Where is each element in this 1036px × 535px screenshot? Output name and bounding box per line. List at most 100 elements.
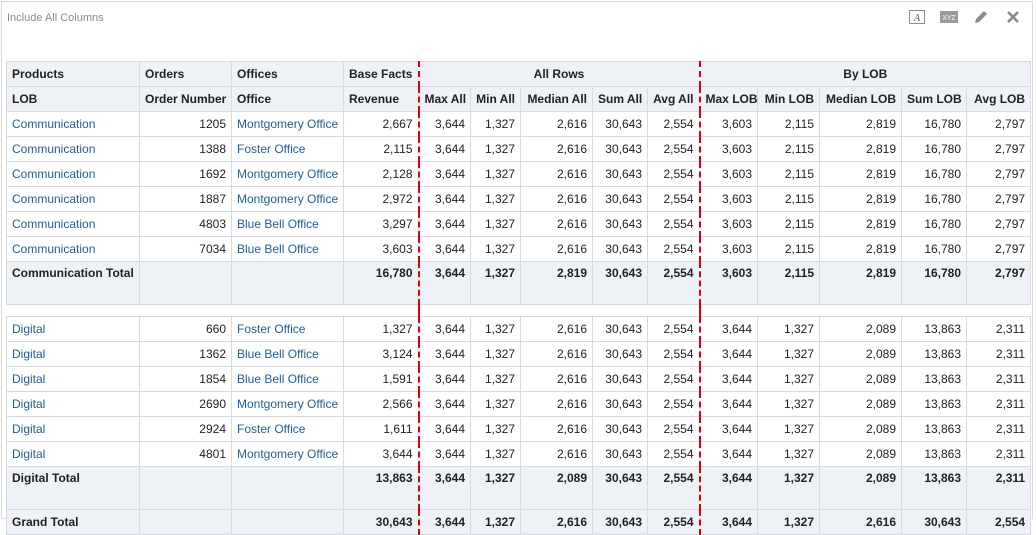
- cell-min-all: 1,327: [470, 316, 521, 342]
- column-header-median-lob[interactable]: Median LOB: [819, 86, 903, 112]
- column-header-order-number[interactable]: Order Number: [139, 86, 232, 112]
- cell-revenue: 1,327: [343, 316, 420, 342]
- spacer-cell: [231, 304, 344, 317]
- cell-office[interactable]: Blue Bell Office: [231, 211, 344, 237]
- cell-lob[interactable]: Digital: [6, 391, 140, 417]
- group-header-orders[interactable]: Orders: [139, 61, 232, 87]
- column-header-sum-lob[interactable]: Sum LOB: [901, 86, 968, 112]
- cell-avg-lob: 2,554: [966, 509, 1032, 535]
- column-header-lob[interactable]: LOB: [6, 86, 140, 112]
- column-header-min-all[interactable]: Min All: [470, 86, 521, 112]
- group-header-offices[interactable]: Offices: [231, 61, 344, 87]
- cell-min-lob: 1,327: [757, 341, 821, 367]
- group-header-products[interactable]: Products: [6, 61, 140, 87]
- cell-max-lob: 3,603: [699, 136, 759, 162]
- cell-avg-all: 2,554: [646, 391, 701, 417]
- cell-lob[interactable]: Communication: [6, 136, 140, 162]
- cell-lob[interactable]: Communication: [6, 186, 140, 212]
- cell-avg-all: 2,554: [646, 261, 701, 305]
- column-header-max-lob[interactable]: Max LOB: [699, 86, 759, 112]
- cell-avg-lob: 2,797: [966, 261, 1032, 305]
- cell-avg-all: 2,554: [646, 441, 701, 467]
- cell-avg-lob: 2,311: [966, 316, 1032, 342]
- cell-order-number: 4803: [139, 211, 232, 237]
- cell-office[interactable]: Montgomery Office: [231, 161, 344, 187]
- column-header-revenue[interactable]: Revenue: [343, 86, 420, 112]
- cell-max-lob: 3,644: [699, 316, 759, 342]
- cell-avg-lob: 2,311: [966, 341, 1032, 367]
- cell-min-all: 1,327: [470, 186, 521, 212]
- cell-lob[interactable]: Digital: [6, 316, 140, 342]
- cell-min-all: 1,327: [470, 466, 521, 510]
- column-header-sum-all[interactable]: Sum All: [592, 86, 648, 112]
- cell-min-all: 1,327: [470, 366, 521, 392]
- cell-office[interactable]: Blue Bell Office: [231, 341, 344, 367]
- format-text-icon[interactable]: A: [908, 7, 926, 27]
- cell-lob[interactable]: Digital: [6, 366, 140, 392]
- cell-max-all: 3,644: [418, 236, 471, 262]
- cell-office[interactable]: Montgomery Office: [231, 186, 344, 212]
- cell-office[interactable]: Blue Bell Office: [231, 236, 344, 262]
- cell-revenue: 2,667: [343, 111, 420, 137]
- cell-office[interactable]: Foster Office: [231, 416, 344, 442]
- edit-icon[interactable]: [972, 7, 990, 27]
- cell-max-lob: 3,644: [699, 416, 759, 442]
- cell-min-lob: 1,327: [757, 416, 821, 442]
- cell-sum-all: 30,643: [592, 366, 648, 392]
- cell-avg-all: 2,554: [646, 316, 701, 342]
- cell-max-lob: 3,644: [699, 391, 759, 417]
- cell-max-all: 3,644: [418, 466, 471, 510]
- cell-median-lob: 2,089: [819, 466, 903, 510]
- column-header-median-all[interactable]: Median All: [520, 86, 593, 112]
- cell-office[interactable]: Foster Office: [231, 316, 344, 342]
- cell-min-all: 1,327: [470, 509, 521, 535]
- cell-median-all: 2,616: [520, 186, 593, 212]
- pivot-table: Products Orders Offices Base Facts All R…: [6, 61, 1032, 535]
- cell-avg-lob: 2,797: [966, 161, 1032, 187]
- column-header-max-all[interactable]: Max All: [418, 86, 471, 112]
- cell-office: [231, 509, 344, 535]
- cell-sum-lob: 13,863: [901, 391, 968, 417]
- cell-median-all: 2,616: [520, 236, 593, 262]
- cell-sum-lob: 16,780: [901, 161, 968, 187]
- group-header-base-facts[interactable]: Base Facts: [343, 61, 420, 87]
- cell-sum-all: 30,643: [592, 316, 648, 342]
- cell-lob[interactable]: Digital: [6, 441, 140, 467]
- cell-median-lob: 2,819: [819, 236, 903, 262]
- cell-order-number: 1388: [139, 136, 232, 162]
- cell-min-all: 1,327: [470, 391, 521, 417]
- spacer-cell: [139, 304, 232, 317]
- column-header-min-lob[interactable]: Min LOB: [757, 86, 821, 112]
- cell-lob[interactable]: Digital: [6, 416, 140, 442]
- cell-lob[interactable]: Digital: [6, 341, 140, 367]
- cell-lob[interactable]: Communication: [6, 236, 140, 262]
- group-header-by-lob[interactable]: By LOB: [699, 61, 1032, 87]
- data-format-icon[interactable]: XYZ: [940, 7, 958, 27]
- column-header-row: LOB Order Number Office Revenue Max All …: [6, 86, 1032, 112]
- cell-min-lob: 2,115: [757, 111, 821, 137]
- cell-min-all: 1,327: [470, 341, 521, 367]
- group-header-all-rows[interactable]: All Rows: [417, 61, 701, 87]
- cell-sum-all: 30,643: [592, 186, 648, 212]
- column-header-avg-all[interactable]: Avg All: [646, 86, 701, 112]
- cell-sum-lob: 13,863: [901, 416, 968, 442]
- cell-office[interactable]: Foster Office: [231, 136, 344, 162]
- cell-sum-lob: 16,780: [901, 186, 968, 212]
- cell-revenue: 2,115: [343, 136, 420, 162]
- cell-office[interactable]: Montgomery Office: [231, 391, 344, 417]
- cell-max-lob: 3,603: [699, 161, 759, 187]
- cell-office[interactable]: Blue Bell Office: [231, 366, 344, 392]
- cell-office[interactable]: Montgomery Office: [231, 441, 344, 467]
- cell-lob[interactable]: Communication: [6, 211, 140, 237]
- cell-lob[interactable]: Communication: [6, 111, 140, 137]
- cell-revenue: 2,972: [343, 186, 420, 212]
- column-header-office[interactable]: Office: [231, 86, 344, 112]
- column-header-avg-lob[interactable]: Avg LOB: [966, 86, 1032, 112]
- cell-order-number: [139, 261, 232, 305]
- cell-avg-all: 2,554: [646, 136, 701, 162]
- cell-office[interactable]: Montgomery Office: [231, 111, 344, 137]
- cell-max-all: 3,644: [418, 316, 471, 342]
- close-icon[interactable]: [1004, 7, 1022, 27]
- table-row: Digital 2690 Montgomery Office 2,566 3,644 1,…: [6, 391, 1032, 417]
- cell-lob[interactable]: Communication: [6, 161, 140, 187]
